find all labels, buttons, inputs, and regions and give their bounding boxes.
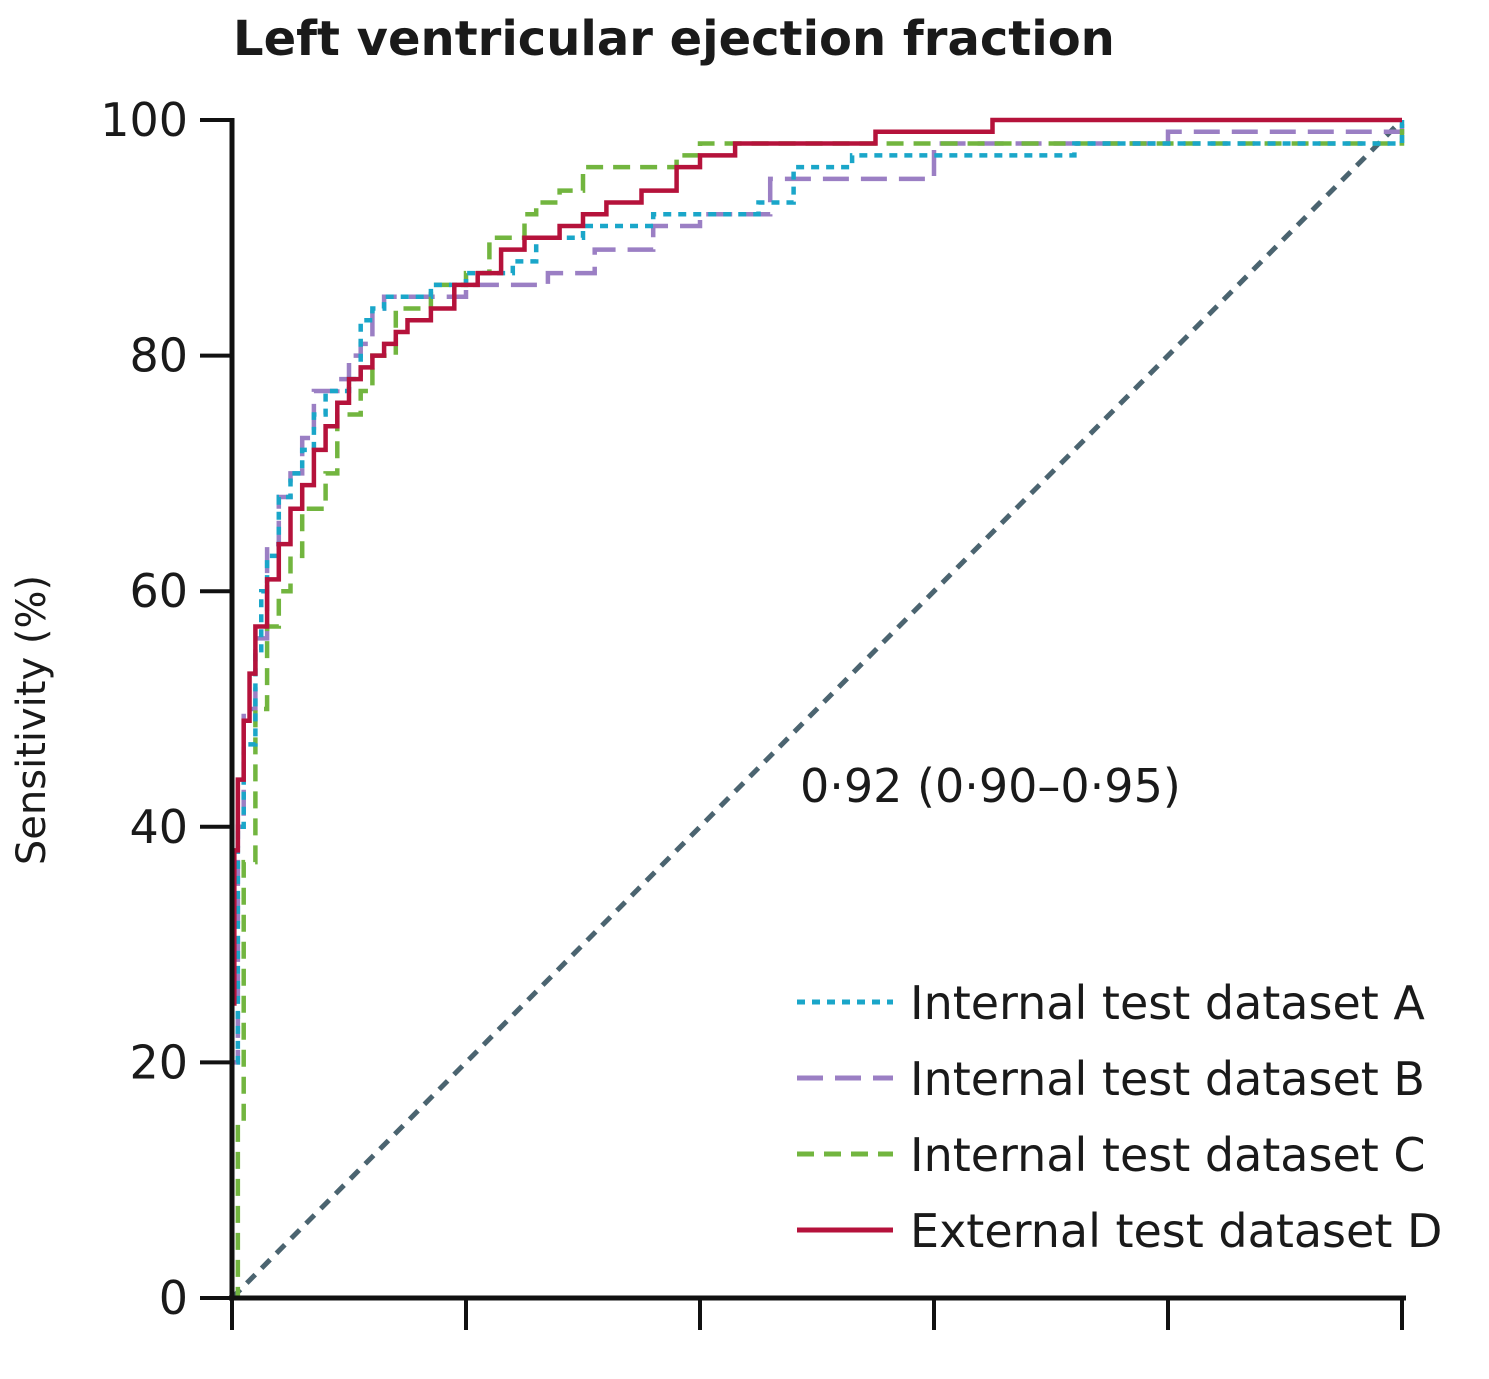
chart-title: Left ventricular ejection fraction [233,11,1115,67]
legend-label-internal-test-dataset-c: Internal test dataset C [910,1128,1426,1182]
y-tick-label-60: 60 [129,564,188,618]
legend: Internal test dataset A Internal test dat… [797,976,1442,1258]
y-ticks: 0 20 40 60 80 100 [100,93,232,1325]
series-line-reference [230,118,1404,1300]
y-tick-label-100: 100 [100,93,188,147]
y-tick-label-80: 80 [129,329,188,383]
legend-label-internal-test-dataset-b: Internal test dataset B [910,1052,1425,1106]
series-layer [229,117,1405,1301]
y-axis-label: Sensitivity (%) [9,575,55,865]
y-tick-label-20: 20 [129,1035,188,1089]
series-line-external-test-dataset-d [229,117,1402,1298]
y-tick-label-40: 40 [129,800,188,854]
x-ticks [230,1298,1404,1330]
auc-annotation: 0·92 (0·90–0·95) [800,759,1181,813]
y-tick-label-0: 0 [159,1271,188,1325]
legend-label-external-test-dataset-d: External test dataset D [910,1204,1442,1258]
legend-label-internal-test-dataset-a: Internal test dataset A [910,976,1425,1030]
series-line-internal-test-dataset-b [229,120,1405,1298]
